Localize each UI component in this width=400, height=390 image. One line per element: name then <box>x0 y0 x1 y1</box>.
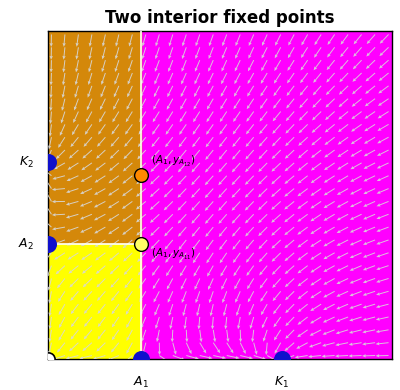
Text: $A_2$: $A_2$ <box>18 237 34 252</box>
Point <box>45 356 51 362</box>
Point <box>138 241 144 247</box>
Text: $(A_1, y_{A_{12}})$: $(A_1, y_{A_{12}})$ <box>151 154 196 169</box>
Text: $A_1$: $A_1$ <box>133 375 149 390</box>
Point <box>45 241 51 247</box>
Text: $K_2$: $K_2$ <box>20 155 34 170</box>
Point <box>138 172 144 179</box>
Title: Two interior fixed points: Two interior fixed points <box>105 9 335 27</box>
Text: $K_1$: $K_1$ <box>274 375 289 390</box>
Text: $(A_1, y_{A_{11}})$: $(A_1, y_{A_{11}})$ <box>151 247 196 262</box>
Point <box>279 356 285 362</box>
Point <box>138 356 144 362</box>
Point <box>45 159 51 165</box>
